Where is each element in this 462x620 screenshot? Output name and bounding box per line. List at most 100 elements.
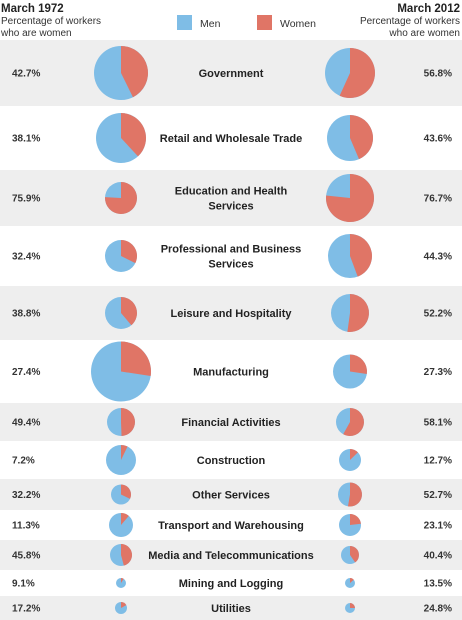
category-label: Mining and Logging <box>179 578 283 590</box>
pie-2012-women-slice <box>326 174 375 222</box>
category-label: Manufacturing <box>193 367 269 379</box>
category-label: Leisure and Hospitality <box>170 308 292 320</box>
pie-2012-women-slice <box>350 514 361 525</box>
row-bands <box>0 40 462 620</box>
pct-label-1972: 11.3% <box>12 521 40 532</box>
pie-2012-women-slice <box>350 577 354 583</box>
pie-1972-women-slice <box>121 543 133 566</box>
pct-label-2012: 24.8% <box>424 604 452 615</box>
pct-label-2012: 12.7% <box>424 456 452 467</box>
pie-2012-women-slice <box>350 546 360 563</box>
row-band <box>0 170 462 226</box>
pie-1972-women-slice <box>121 602 127 608</box>
row: 38.1% Retail and Wholesale Trade 43.6% <box>12 113 452 163</box>
legend-label-women: Women <box>280 18 316 30</box>
pie-1972-women-slice <box>121 46 148 98</box>
row: 32.4% Professional and Business Services 44… <box>12 234 452 278</box>
pct-label-2012: 13.5% <box>424 579 452 590</box>
pct-label-2012: 58.1% <box>424 418 452 429</box>
category-label: Services <box>208 259 253 271</box>
pct-label-1972: 45.8% <box>12 551 40 562</box>
pct-label-1972: 75.9% <box>12 194 40 205</box>
category-label: Construction <box>197 455 266 467</box>
category-label: Government <box>199 68 264 80</box>
right-header-title: March 2012 <box>397 3 460 15</box>
pie-2012-women-slice <box>350 234 372 277</box>
pie-2012-women-slice <box>339 48 376 98</box>
legend-label-men: Men <box>200 18 221 30</box>
row: 27.4% Manufacturing 27.3% <box>12 341 452 402</box>
row: 45.8% Media and Telecommunications 40.4% <box>12 543 452 566</box>
left-header-title: March 1972 <box>1 3 64 15</box>
row-band <box>0 286 462 340</box>
pct-label-1972: 49.4% <box>12 418 40 429</box>
pct-label-1972: 9.1% <box>12 579 35 590</box>
pie-1972-women-slice <box>121 484 131 499</box>
legend-swatch-men <box>177 15 192 30</box>
row: 32.2% Other Services 52.7% <box>12 482 452 507</box>
right-header-subtitle-line1: Percentage of workers <box>360 16 460 27</box>
row: 11.3% Transport and Warehousing 23.1% <box>12 513 452 537</box>
category-label: Education and Health <box>175 186 288 198</box>
pie-1972-women-slice <box>121 113 146 157</box>
left-header-subtitle-line1: Percentage of workers <box>1 16 101 27</box>
right-header-subtitle-line2: who are women <box>388 28 460 39</box>
pct-label-2012: 52.2% <box>424 309 452 320</box>
pie-1972-women-slice <box>121 445 128 460</box>
pct-label-2012: 40.4% <box>424 551 452 562</box>
pie-2012-women-slice <box>343 408 364 436</box>
pie-1972-women-slice <box>121 513 129 525</box>
pie-2012-women-slice <box>347 294 369 333</box>
pie-2012-women-slice <box>350 115 374 160</box>
category-label: Transport and Warehousing <box>158 520 304 532</box>
row: 42.7% Government 56.8% <box>12 46 452 100</box>
pie-1972-women-slice <box>121 578 124 583</box>
pct-label-1972: 38.8% <box>12 309 40 320</box>
pct-label-2012: 52.7% <box>424 490 452 501</box>
rows: 42.7% Government 56.8% 38.1% Retail and Whol… <box>12 46 452 615</box>
category-label: Utilities <box>211 603 251 615</box>
row-band <box>0 596 462 620</box>
pie-2012-women-slice <box>350 354 367 374</box>
pie-1972-women-slice <box>121 408 136 436</box>
pct-label-2012: 56.8% <box>424 69 452 80</box>
row-band <box>0 540 462 570</box>
row: 7.2% Construction 12.7% <box>12 445 452 475</box>
pct-label-2012: 43.6% <box>424 134 452 145</box>
row: 49.4% Financial Activities 58.1% <box>12 408 452 436</box>
category-label: Media and Telecommunications <box>148 550 313 562</box>
row-band <box>0 40 462 106</box>
pct-label-1972: 42.7% <box>12 69 40 80</box>
pie-1972-women-slice <box>121 240 137 264</box>
pct-label-1972: 27.4% <box>12 367 40 378</box>
category-label: Other Services <box>192 490 270 502</box>
category-label: Services <box>208 201 253 213</box>
pct-label-1972: 7.2% <box>12 456 35 467</box>
pct-label-2012: 76.7% <box>424 194 452 205</box>
pct-label-1972: 38.1% <box>12 134 40 145</box>
pct-label-2012: 23.1% <box>424 521 452 532</box>
pct-label-2012: 27.3% <box>424 367 452 378</box>
pct-label-1972: 32.2% <box>12 490 40 501</box>
category-label: Retail and Wholesale Trade <box>160 133 302 145</box>
row-band <box>0 479 462 510</box>
pct-label-1972: 32.4% <box>12 252 40 263</box>
category-label: Financial Activities <box>181 417 280 429</box>
pie-2012-women-slice <box>350 449 358 460</box>
left-header-subtitle-line2: who are women <box>0 28 72 39</box>
pct-label-1972: 17.2% <box>12 604 40 615</box>
row: 38.8% Leisure and Hospitality 52.2% <box>12 294 452 333</box>
row-band <box>0 403 462 441</box>
legend: Men Women <box>177 15 316 30</box>
pie-1972-women-slice <box>121 341 152 377</box>
row: 75.9% Education and Health Services 76.7% <box>12 174 452 222</box>
legend-swatch-women <box>257 15 272 30</box>
pie-2012-women-slice <box>350 603 355 608</box>
pie-1972-women-slice <box>105 182 138 215</box>
pct-label-2012: 44.3% <box>424 252 452 263</box>
row: 17.2% Utilities 24.8% <box>12 602 452 615</box>
pie-2012-women-slice <box>347 482 362 507</box>
pie-1972-women-slice <box>121 297 137 326</box>
category-label: Professional and Business <box>161 244 302 256</box>
